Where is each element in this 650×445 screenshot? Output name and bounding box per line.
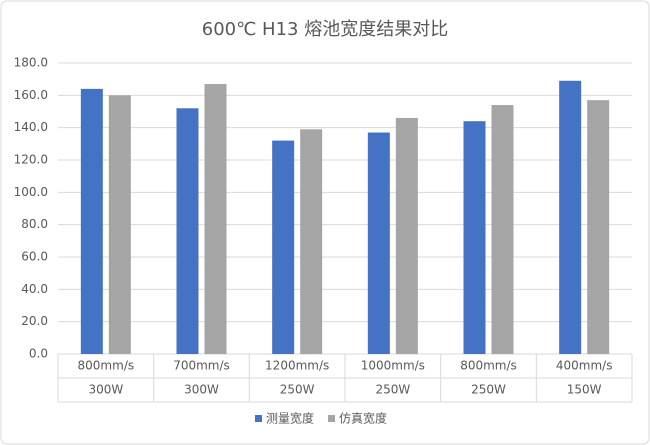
y-tick-label: 160.0 [14, 88, 48, 102]
x-tick-label: 150W [567, 383, 602, 397]
bar [108, 95, 131, 354]
chart-title: 600℃ H13 熔池宽度结果对比 [202, 19, 448, 40]
y-tick-label: 60.0 [21, 250, 48, 264]
y-tick-label: 20.0 [21, 314, 48, 328]
y-tick-label: 100.0 [14, 185, 48, 199]
bar [491, 105, 514, 355]
y-tick-label: 180.0 [14, 56, 48, 70]
x-tick-label: 700mm/s [173, 359, 230, 373]
x-tick-label: 250W [375, 383, 410, 397]
x-tick-label: 1000mm/s [361, 359, 425, 373]
x-tick-label: 300W [88, 383, 123, 397]
x-tick-label: 300W [184, 383, 219, 397]
bar [272, 140, 295, 354]
legend-label: 测量宽度 [266, 411, 314, 426]
bar [367, 132, 390, 354]
y-tick-label: 40.0 [21, 282, 48, 296]
y-tick-label: 120.0 [14, 153, 48, 167]
x-tick-label: 250W [280, 383, 315, 397]
bar [463, 121, 486, 354]
y-tick-label: 0.0 [29, 347, 48, 361]
y-tick-label: 140.0 [14, 120, 48, 134]
legend-swatch [255, 415, 262, 422]
bar [559, 80, 582, 355]
y-tick-label: 80.0 [21, 217, 48, 231]
x-tick-label: 400mm/s [556, 359, 613, 373]
x-tick-label: 1200mm/s [265, 359, 329, 373]
bar [300, 129, 323, 354]
bar [176, 108, 199, 355]
bar [80, 88, 103, 354]
x-tick-label: 800mm/s [78, 359, 135, 373]
legend-label: 仿真宽度 [339, 411, 387, 426]
bar [587, 100, 610, 354]
bar [395, 117, 418, 354]
x-tick-label: 800mm/s [460, 359, 517, 373]
x-tick-label: 250W [471, 383, 506, 397]
bar [204, 84, 227, 355]
legend-swatch [328, 415, 336, 422]
